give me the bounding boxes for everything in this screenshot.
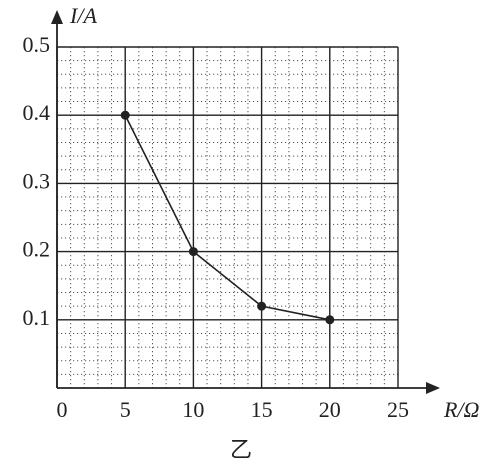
x-tick-label: 5 (120, 397, 131, 422)
x-arrow (426, 382, 440, 394)
data-point (188, 247, 198, 257)
data-point (120, 110, 130, 120)
grid (56, 46, 399, 388)
caption: 乙 (230, 437, 252, 462)
y-tick-label: 0.1 (23, 305, 51, 330)
y-tick-label: 0.3 (23, 168, 51, 193)
x-tick-label: 0 (57, 397, 68, 422)
x-tick-label: 20 (319, 397, 341, 422)
x-tick-label: 10 (182, 397, 204, 422)
x-tick-label: 15 (251, 397, 273, 422)
x-tick-label: 25 (387, 397, 409, 422)
y-tick-label: 0.5 (23, 32, 51, 57)
data-point (325, 315, 335, 325)
data-point (257, 301, 267, 311)
y-tick-label: 0.4 (23, 100, 51, 125)
y-axis-label: I/A (69, 3, 97, 28)
x-axis-label: R/Ω (443, 397, 480, 422)
y-tick-label: 0.2 (23, 237, 51, 262)
y-arrow (51, 10, 63, 24)
data-line (124, 114, 330, 321)
